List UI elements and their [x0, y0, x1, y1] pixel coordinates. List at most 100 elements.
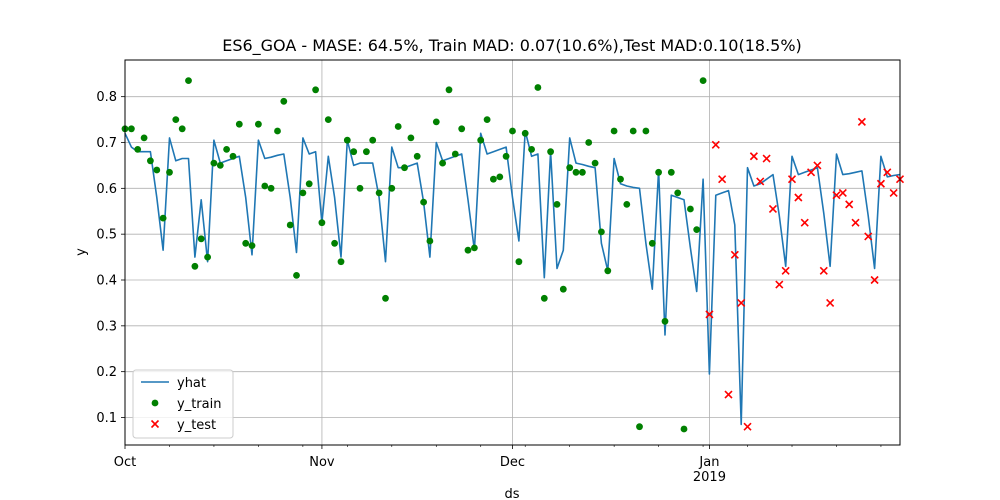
y-test-point	[889, 188, 898, 197]
y-train-point	[331, 239, 338, 247]
y-train-point	[483, 116, 491, 123]
y-train-point	[261, 182, 269, 190]
y-train-point	[210, 159, 218, 167]
y-train-point	[610, 127, 618, 135]
y-train-point	[420, 198, 427, 206]
y-train-point	[540, 294, 548, 302]
y-test-point	[857, 117, 866, 126]
y-train-point	[521, 129, 529, 137]
y-test-point	[832, 191, 841, 200]
y-train-point	[159, 214, 167, 222]
y-train-point	[680, 425, 688, 433]
y-train-point	[248, 242, 256, 250]
y-test-point	[826, 298, 835, 307]
y-test-point	[838, 188, 847, 197]
y-train-point	[363, 148, 370, 156]
y-train-point	[216, 162, 224, 169]
y-train-point	[534, 84, 542, 91]
y-tick-label: 0.7	[96, 136, 117, 151]
x-tick-label: Jan	[698, 455, 719, 470]
y-train-point	[566, 164, 574, 172]
y-train-point	[299, 189, 307, 197]
y-test-point	[749, 152, 758, 161]
y-test-point	[864, 232, 873, 241]
y-test-point	[876, 179, 886, 188]
y-test-point	[775, 280, 784, 289]
y-train-point	[629, 127, 637, 135]
y-train-point	[293, 272, 300, 279]
y-test-point	[737, 298, 746, 307]
y-train-point	[674, 189, 682, 197]
y-train-point	[502, 152, 510, 160]
y-train-point	[147, 157, 154, 165]
y-train-point	[401, 164, 408, 172]
y-train-point	[490, 175, 497, 183]
y-train-points-layer	[121, 77, 707, 433]
y-train-point	[553, 201, 561, 208]
y-tick-label: 0.5	[96, 228, 117, 243]
y-train-point	[318, 219, 326, 227]
y-train-point	[547, 148, 554, 156]
y-train-point	[509, 127, 516, 135]
legend-y-test-label: y_test	[177, 418, 216, 433]
y-train-point	[166, 168, 173, 176]
y-test-point	[794, 193, 803, 202]
y-train-point	[324, 116, 332, 123]
y-train-point	[604, 267, 612, 275]
y-train-point	[528, 146, 535, 153]
y-tick-label: 0.3	[96, 319, 117, 334]
y-train-point	[477, 136, 485, 144]
y-train-point	[642, 127, 650, 135]
y-train-point	[655, 168, 662, 176]
y-train-point	[204, 253, 212, 261]
y-train-point	[369, 136, 377, 144]
y-train-point	[343, 136, 351, 144]
y-train-point	[572, 168, 580, 176]
y-train-point	[134, 146, 142, 153]
y-test-point	[845, 200, 854, 209]
y-test-point	[813, 161, 822, 170]
y-train-point	[388, 184, 396, 192]
y-test-point	[743, 422, 752, 431]
y-train-point	[559, 285, 567, 293]
y-train-point	[636, 423, 643, 431]
chart-title: ES6_GOA - MASE: 64.5%, Train MAD: 0.07(1…	[222, 36, 802, 56]
y-train-point	[337, 258, 345, 266]
y-test-point	[724, 390, 733, 399]
y-train-point	[687, 205, 694, 213]
y-test-point	[756, 177, 765, 186]
y-train-point	[356, 184, 364, 192]
y-train-point	[229, 152, 237, 160]
y-test-point	[851, 218, 860, 227]
y-train-point	[394, 123, 402, 130]
yhat-line	[124, 130, 901, 426]
legend-y-train-swatch	[151, 399, 159, 407]
y-tick-label: 0.4	[96, 274, 117, 289]
y-train-point	[407, 134, 415, 142]
y-train-point	[464, 246, 472, 254]
y-test-point	[819, 266, 828, 275]
legend-y-test-swatch	[150, 419, 160, 429]
y-train-point	[598, 228, 605, 236]
y-train-point	[235, 120, 243, 128]
y-train-point	[255, 120, 262, 128]
y-test-point	[870, 275, 879, 285]
y-test-point	[800, 218, 809, 227]
y-train-point	[661, 317, 669, 325]
y-train-point	[127, 125, 135, 133]
y-train-point	[185, 77, 192, 84]
y-train-point	[280, 97, 288, 105]
y-train-point	[305, 180, 313, 188]
y-test-point	[730, 250, 739, 259]
legend-yhat-label: yhat	[177, 376, 206, 391]
y-train-point	[496, 173, 504, 181]
y-train-point	[286, 221, 294, 229]
y-test-point	[768, 204, 778, 214]
y-train-point	[172, 116, 180, 123]
y-train-point	[140, 134, 148, 142]
y-train-point	[191, 262, 199, 270]
y-test-point	[787, 175, 797, 184]
y-train-point	[197, 235, 205, 243]
